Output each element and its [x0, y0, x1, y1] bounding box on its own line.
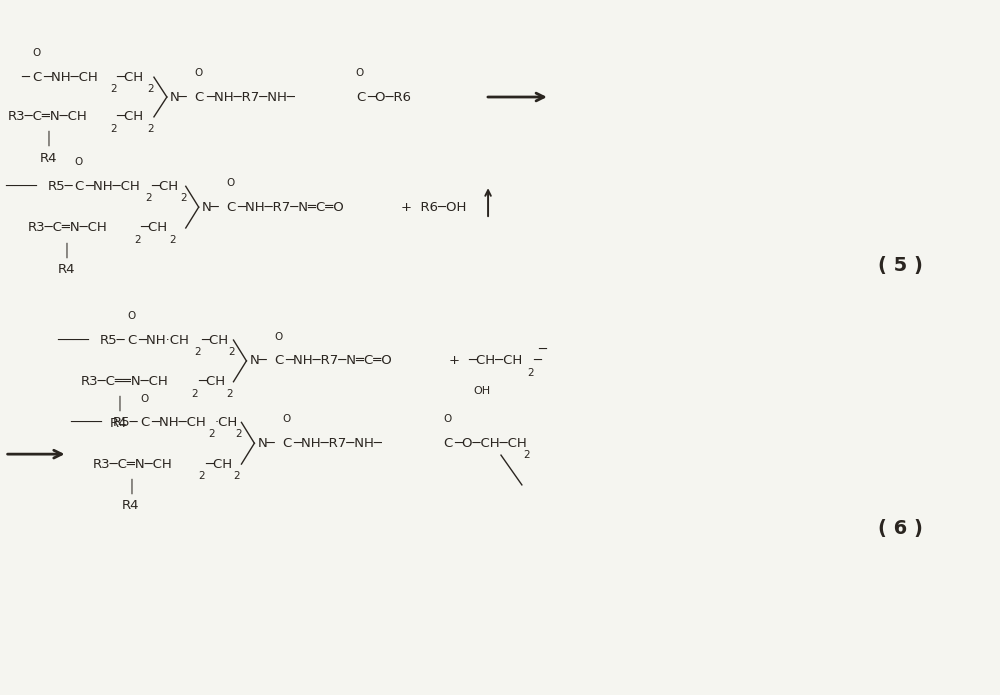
Text: 2: 2	[235, 430, 242, 439]
Text: R5─: R5─	[100, 334, 126, 347]
Text: ·CH: ·CH	[215, 416, 238, 429]
Text: C: C	[227, 201, 236, 213]
Text: ─: ─	[21, 71, 29, 83]
Text: 2: 2	[227, 389, 233, 399]
Text: ─CH: ─CH	[140, 222, 167, 234]
Text: ─CH: ─CH	[201, 334, 228, 347]
Text: N─: N─	[202, 201, 219, 213]
Text: 2: 2	[147, 84, 154, 94]
Text: +  R6─OH: + R6─OH	[401, 201, 466, 213]
Text: ─CH: ─CH	[198, 375, 225, 389]
Text: 2: 2	[145, 193, 152, 203]
Text: ─NH─R7─NH─: ─NH─R7─NH─	[293, 436, 382, 450]
Text: 2: 2	[199, 471, 205, 481]
Text: ─CH─CH: ─CH─CH	[468, 354, 522, 368]
Text: ────: ────	[5, 180, 37, 193]
Text: O: O	[282, 414, 290, 425]
Text: O: O	[33, 49, 41, 58]
Text: ( 6 ): ( 6 )	[878, 519, 923, 538]
Text: R4: R4	[122, 499, 140, 512]
Text: 2: 2	[233, 471, 240, 481]
Text: O: O	[127, 311, 135, 321]
Text: OH: OH	[473, 386, 490, 395]
Text: O: O	[195, 68, 203, 79]
Text: ─NH─R7─N═C═O: ─NH─R7─N═C═O	[237, 201, 344, 213]
Text: 2: 2	[147, 124, 154, 133]
Text: C: C	[356, 90, 365, 104]
Text: ─CH: ─CH	[151, 180, 178, 193]
Text: 2: 2	[209, 430, 215, 439]
Text: O: O	[356, 68, 364, 79]
Text: O: O	[227, 179, 235, 188]
Text: ─NH─CH: ─NH─CH	[85, 180, 140, 193]
Text: O: O	[443, 414, 452, 425]
Text: N─: N─	[249, 354, 267, 368]
Text: R4: R4	[40, 152, 57, 165]
Text: R3─C═N─CH: R3─C═N─CH	[92, 457, 172, 471]
Text: C: C	[74, 180, 84, 193]
Text: ─NH─R7─N═C═O: ─NH─R7─N═C═O	[285, 354, 392, 368]
Text: 2: 2	[192, 389, 198, 399]
Text: C: C	[127, 334, 136, 347]
Text: │: │	[115, 396, 123, 411]
Text: 2: 2	[169, 235, 175, 245]
Text: │: │	[62, 242, 70, 258]
Text: ─O─R6: ─O─R6	[367, 90, 411, 104]
Text: C: C	[195, 90, 204, 104]
Text: 2: 2	[134, 235, 141, 245]
Text: 2: 2	[180, 193, 186, 203]
Text: ─: ─	[533, 354, 541, 368]
Text: ( 5 ): ( 5 )	[878, 256, 923, 275]
Text: N─: N─	[170, 90, 188, 104]
Text: 2: 2	[527, 368, 533, 378]
Text: ─NH─CH: ─NH─CH	[44, 71, 98, 83]
Text: ─: ─	[538, 343, 546, 355]
Text: ────: ────	[57, 334, 89, 347]
Text: 2: 2	[110, 84, 117, 94]
Text: O: O	[274, 332, 283, 342]
Text: C: C	[282, 436, 291, 450]
Text: ─NH─CH: ─NH─CH	[151, 416, 206, 429]
Text: R3─C══N─CH: R3─C══N─CH	[80, 375, 168, 389]
Text: 2: 2	[523, 450, 529, 460]
Text: ─CH: ─CH	[116, 71, 143, 83]
Text: R3─C═N─CH: R3─C═N─CH	[8, 111, 88, 123]
Text: O: O	[140, 393, 148, 404]
Text: 2: 2	[110, 124, 117, 133]
Text: +: +	[448, 354, 459, 368]
Text: ─O─CH─CH: ─O─CH─CH	[454, 436, 527, 450]
Text: ─CH: ─CH	[205, 457, 232, 471]
Text: R5─: R5─	[48, 180, 73, 193]
Text: O: O	[74, 158, 83, 167]
Text: R4: R4	[57, 263, 75, 276]
Text: C: C	[443, 436, 453, 450]
Text: C: C	[274, 354, 284, 368]
Text: R3─C═N─CH: R3─C═N─CH	[28, 222, 107, 234]
Text: │: │	[45, 131, 53, 147]
Text: C: C	[140, 416, 149, 429]
Text: R4: R4	[110, 417, 128, 430]
Text: N─: N─	[257, 436, 275, 450]
Text: ─NH·CH: ─NH·CH	[138, 334, 189, 347]
Text: R5─: R5─	[113, 416, 139, 429]
Text: 2: 2	[229, 347, 235, 357]
Text: │: │	[127, 478, 135, 493]
Text: 2: 2	[195, 347, 201, 357]
Text: C: C	[33, 71, 42, 83]
Text: ────: ────	[70, 416, 102, 429]
Text: ─CH: ─CH	[116, 111, 143, 123]
Text: ─NH─R7─NH─: ─NH─R7─NH─	[206, 90, 295, 104]
